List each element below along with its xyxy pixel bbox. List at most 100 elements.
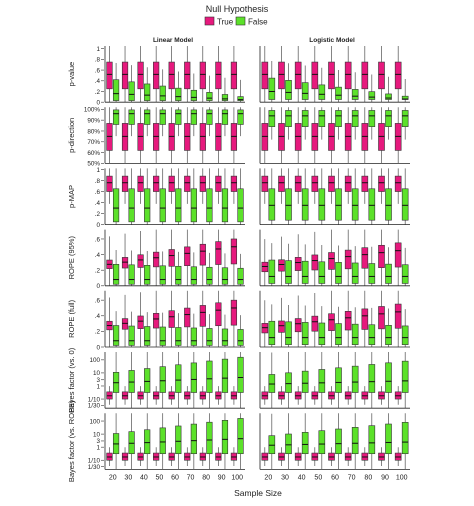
y-tick-label: .4	[95, 200, 101, 207]
box-iqr	[137, 175, 144, 192]
box-true-n90	[378, 447, 385, 467]
chart-rows: p-value 0 .2 .4 .6 .8 1 p-direction 50% 60% 70% 80%…	[67, 46, 410, 482]
box-false-n20	[268, 352, 276, 409]
box-true-n50	[153, 290, 160, 347]
box-iqr	[106, 123, 113, 151]
box-false-n90	[221, 107, 229, 137]
box-iqr	[190, 188, 197, 223]
box-true-n60	[328, 107, 335, 164]
box-false-n80	[368, 352, 376, 409]
box-false-n100	[401, 107, 409, 140]
box-iqr	[301, 432, 309, 455]
box-true-n50	[153, 386, 160, 405]
box-iqr	[112, 188, 120, 223]
y-tick-label: 80%	[87, 128, 100, 135]
box-true-n30	[278, 297, 285, 347]
box-false-n20	[112, 107, 120, 137]
box-iqr	[318, 188, 326, 221]
box-true-n70	[344, 386, 352, 405]
box-iqr	[153, 61, 160, 90]
box-iqr	[268, 259, 276, 284]
box-false-n70	[190, 73, 197, 103]
box-true-n80	[199, 386, 206, 405]
box-iqr	[278, 123, 285, 151]
box-iqr	[221, 328, 229, 346]
x-tick-label: 70	[348, 474, 356, 481]
box-false-n90	[385, 308, 392, 347]
box-iqr	[268, 110, 276, 127]
box-iqr	[215, 241, 222, 265]
box-true-n30	[121, 233, 129, 286]
y-tick-label: 90%	[87, 117, 100, 124]
box-iqr	[206, 421, 213, 455]
box-iqr	[268, 435, 276, 455]
box-false-n20	[112, 249, 120, 286]
box-true-n20	[106, 168, 113, 204]
panel-linear	[104, 290, 245, 348]
box-true-n100	[394, 107, 402, 164]
box-true-n40	[137, 168, 144, 204]
box-true-n40	[294, 168, 302, 204]
panel-logistic	[259, 46, 410, 103]
box-false-n20	[268, 107, 276, 140]
box-true-n90	[378, 290, 385, 347]
y-tick-label: .6	[95, 297, 101, 304]
box-true-n60	[328, 447, 335, 467]
box-false-n70	[351, 352, 359, 409]
box-iqr	[401, 264, 409, 284]
box-false-n50	[159, 312, 166, 347]
y-tick-label: 1/10	[88, 396, 101, 403]
box-iqr	[221, 420, 229, 455]
box-iqr	[206, 328, 213, 346]
box-iqr	[153, 251, 160, 268]
box-iqr	[335, 367, 342, 393]
box-false-n30	[128, 250, 135, 286]
box-iqr	[215, 175, 222, 192]
box-iqr	[301, 110, 309, 127]
box-false-n80	[206, 413, 213, 470]
box-true-n30	[278, 46, 285, 103]
box-iqr	[128, 188, 135, 223]
x-tick-label: 80	[202, 474, 210, 481]
box-false-n80	[206, 107, 213, 137]
box-iqr	[121, 61, 129, 90]
box-false-n20	[268, 413, 276, 470]
box-iqr	[237, 418, 244, 455]
box-iqr	[344, 311, 352, 331]
box-false-n90	[221, 352, 229, 409]
x-tick-label: 30	[281, 474, 289, 481]
box-iqr	[168, 175, 175, 192]
panel-logistic	[259, 229, 410, 287]
box-true-n20	[106, 447, 113, 467]
box-true-n60	[168, 386, 175, 405]
box-true-n70	[344, 107, 352, 164]
box-iqr	[106, 61, 113, 90]
box-iqr	[221, 267, 229, 285]
box-iqr	[385, 362, 392, 393]
box-true-n30	[278, 107, 285, 164]
box-false-n50	[159, 168, 166, 225]
box-true-n30	[121, 386, 129, 405]
box-true-n100	[394, 386, 402, 405]
box-iqr	[361, 175, 369, 192]
box-false-n100	[237, 413, 244, 470]
box-true-n50	[153, 107, 160, 164]
box-iqr	[221, 94, 229, 101]
box-iqr	[230, 123, 238, 151]
box-false-n90	[385, 76, 392, 103]
box-iqr	[368, 91, 376, 100]
box-false-n100	[401, 352, 409, 409]
box-true-n80	[361, 447, 369, 467]
box-iqr	[335, 110, 342, 127]
box-false-n20	[112, 168, 120, 225]
box-false-n100	[401, 79, 409, 103]
box-false-n100	[237, 253, 244, 286]
box-iqr	[318, 322, 326, 345]
box-iqr	[144, 368, 151, 393]
box-iqr	[159, 85, 166, 101]
box-iqr	[318, 369, 326, 393]
y-tick-label: 100	[89, 418, 100, 425]
box-true-n90	[378, 229, 385, 286]
box-iqr	[261, 175, 269, 192]
y-tick-label: 10	[93, 370, 101, 377]
